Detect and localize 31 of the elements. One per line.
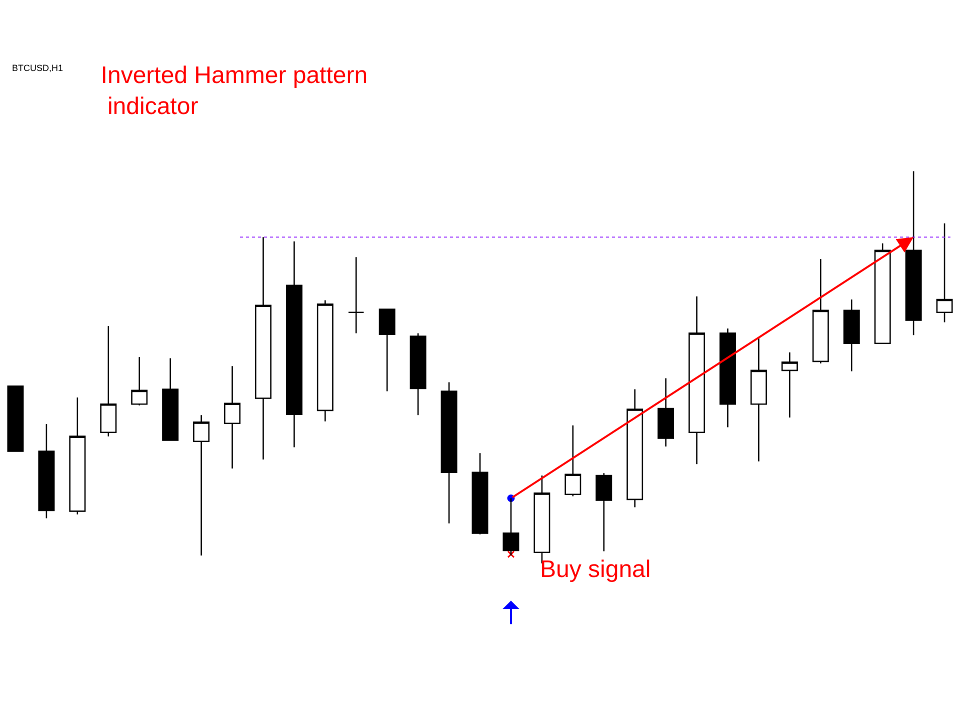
- candlestick: [720, 328, 736, 428]
- candlestick: [69, 396, 86, 515]
- candlestick: [564, 424, 582, 497]
- candlestick: [378, 308, 396, 392]
- candlestick: [162, 358, 179, 441]
- candlestick: [7, 385, 24, 452]
- candlestick: [596, 472, 612, 552]
- annotation: Buy signal: [540, 556, 651, 583]
- candlestick: [843, 298, 860, 372]
- candlestick: [440, 382, 458, 524]
- candlestick: [472, 452, 488, 535]
- candlestick: [131, 356, 148, 406]
- chart-title: Inverted Hammer pattern indicator: [100, 62, 368, 120]
- candlestick: [936, 222, 953, 323]
- candlestick: [254, 236, 272, 460]
- candlestick: [316, 300, 334, 422]
- candlestick: [193, 414, 210, 556]
- candlestick: [781, 352, 798, 418]
- candlestick: [750, 338, 767, 462]
- chart-subtitle: BTCUSD,H1: [12, 63, 64, 73]
- candlestick: [410, 332, 426, 416]
- candlestick: [286, 240, 302, 448]
- candlestick: [812, 258, 829, 364]
- candlestick: [688, 296, 706, 465]
- candlestick: [100, 325, 117, 437]
- candlestick: [38, 424, 55, 519]
- candlestick: [874, 242, 891, 344]
- candlestick: [348, 256, 364, 334]
- candlestick: [626, 388, 644, 508]
- candlestick: [224, 365, 240, 470]
- candlestick: [658, 378, 674, 448]
